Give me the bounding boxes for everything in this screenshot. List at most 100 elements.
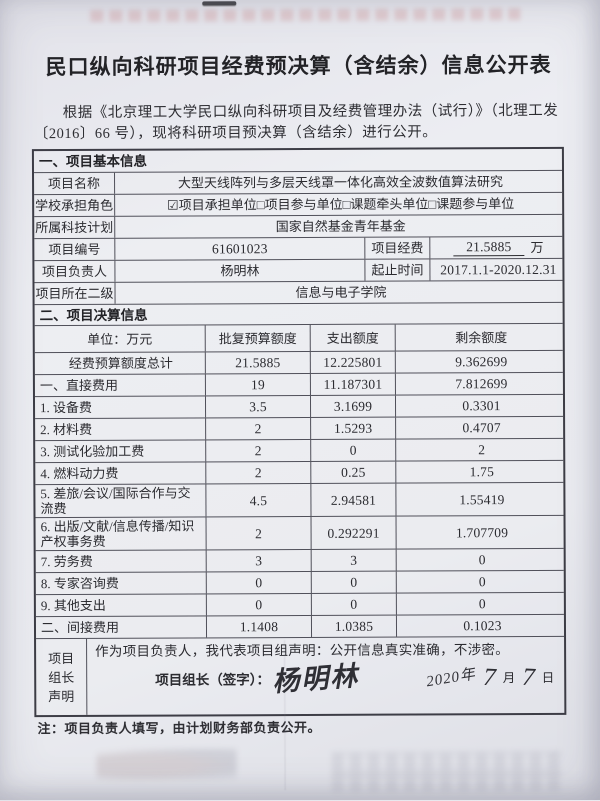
spent-value: 0 bbox=[310, 439, 396, 461]
col-header-spent: 支出额度 bbox=[309, 324, 395, 351]
row-label: 3. 测试化验加工费 bbox=[40, 443, 145, 460]
handwritten-date: 2020年 7 月 7 日 bbox=[425, 663, 554, 692]
college-label: 项目所在二级 bbox=[35, 285, 114, 302]
declaration-row: 项目 组长 声明 作为项目负责人，我代表项目组声明：公开信息真实准确，不涉密。 … bbox=[36, 635, 569, 716]
side-label-line: 项目 bbox=[48, 650, 75, 666]
remaining-value: 0 bbox=[395, 570, 568, 593]
col-header-unit: 单位：万元 bbox=[87, 331, 153, 347]
table-row: 项目编号 61601023 项目经费 21.5885 万 bbox=[34, 235, 567, 261]
approved-value: 21.5885 bbox=[204, 351, 310, 374]
row-label: 经费预算额度总计 bbox=[68, 355, 173, 372]
row-label: 2. 材料费 bbox=[40, 421, 93, 438]
spent-value: 0 bbox=[310, 593, 396, 615]
row-label: 二、间接费用 bbox=[40, 619, 120, 636]
leader-label: 项目负责人 bbox=[41, 263, 107, 280]
approved-value: 2 bbox=[205, 417, 311, 440]
program-label: 所属科技计划 bbox=[35, 219, 114, 236]
school-role-checkboxes: ☑项目承担单位□项目参与单位□课题牵头单位□课题参与单位 bbox=[114, 192, 567, 216]
row-label: 8. 专家咨询费 bbox=[40, 575, 119, 592]
ink-bleed-through-bottom-left bbox=[96, 748, 237, 783]
row-label: 6. 出版/文献/信息传播/知识产权事务费 bbox=[40, 518, 195, 550]
funding-unit: 万 bbox=[530, 239, 544, 255]
approved-value: 19 bbox=[204, 373, 310, 396]
row-label: 4. 燃料动力费 bbox=[40, 465, 119, 482]
table-row: 所属科技计划 国家自然基金青年基金 bbox=[34, 213, 567, 239]
intro-paragraph: 根据《北京理工大学民口纵向科研项目及经费管理办法（试行）》（北理工发〔2016〕… bbox=[33, 102, 559, 143]
funding-amount: 21.5885 bbox=[453, 239, 525, 257]
date-day-number: 7 bbox=[521, 663, 536, 692]
period-value: 2017.1.1-2020.12.31 bbox=[429, 258, 567, 281]
col-header-approved: 批复预算额度 bbox=[204, 324, 310, 352]
section1-title: 一、项目基本信息 bbox=[38, 153, 147, 170]
date-month-char: 月 bbox=[502, 670, 516, 685]
project-number-value: 61601023 bbox=[114, 237, 365, 260]
declaration-body: 作为项目负责人，我代表项目组声明：公开信息真实准确，不涉密。 项目组长（签字）：… bbox=[86, 636, 569, 715]
section2-header-row: 二、项目决算信息 bbox=[34, 301, 563, 326]
footnote: 注：项目负责人填写，由计划财务部负责公开。 bbox=[37, 719, 321, 737]
date-year: 2020年 bbox=[425, 665, 478, 690]
funding-value-cell: 21.5885 万 bbox=[429, 236, 567, 259]
budget-row-travel: 5. 差旅/会议/国际合作与交流费 4.5 2.94581 1.55419 bbox=[35, 481, 568, 518]
approved-value: 3.5 bbox=[204, 395, 311, 418]
declaration-statement: 作为项目负责人，我代表项目组声明：公开信息真实准确，不涉密。 bbox=[95, 642, 510, 659]
budget-row-equipment: 1. 设备费 3.5 3.1699 0.3301 bbox=[34, 393, 568, 419]
spent-value: 2.94581 bbox=[310, 483, 396, 516]
col-header-remaining: 剩余额度 bbox=[394, 323, 567, 351]
side-label-line: 组长 bbox=[48, 669, 75, 685]
approved-value: 1.1408 bbox=[205, 615, 312, 638]
spent-value: 3.1699 bbox=[309, 395, 396, 417]
budget-column-header-row: 单位：万元 批复预算额度 支出额度 剩余额度 bbox=[34, 322, 567, 353]
remaining-value: 7.812699 bbox=[394, 372, 567, 395]
project-number-label: 项目编号 bbox=[48, 241, 101, 258]
signature-line: 项目组长（签字）： 杨明林 2020年 7 月 7 日 bbox=[95, 660, 560, 696]
row-label: 5. 差旅/会议/国际合作与交流费 bbox=[40, 485, 191, 517]
budget-row-materials: 2. 材料费 2 1.5293 0.4707 bbox=[35, 415, 568, 441]
table-row: 项目负责人 杨明林 起止时间 2017.1.1-2020.12.31 bbox=[34, 257, 567, 283]
budget-row-publication: 6. 出版/文献/信息传播/知识产权事务费 2 0.292291 1.70770… bbox=[35, 514, 568, 551]
disclosure-table: 一、项目基本信息 项目名称 大型天线阵列与多层天线罩一体化高效全波数值算法研究 … bbox=[31, 146, 569, 718]
side-label-line: 声明 bbox=[48, 688, 75, 704]
spent-value: 3 bbox=[310, 549, 396, 571]
school-role-label: 学校承担角色 bbox=[35, 197, 114, 214]
remaining-value: 0 bbox=[395, 548, 568, 571]
project-name-value: 大型天线阵列与多层天线罩一体化高效全波数值算法研究 bbox=[114, 170, 567, 194]
row-label: 7. 劳务费 bbox=[40, 553, 93, 570]
budget-row-total: 经费预算额度总计 21.5885 12.225801 9.362699 bbox=[34, 349, 567, 375]
section1-header-row: 一、项目基本信息 bbox=[34, 149, 562, 172]
date-month-number: 7 bbox=[482, 663, 497, 692]
approved-value: 2 bbox=[205, 516, 311, 550]
funding-label: 项目经费 bbox=[364, 237, 430, 259]
budget-row-labor: 7. 劳务费 3 3 0 bbox=[35, 547, 568, 573]
approved-value: 4.5 bbox=[205, 483, 311, 517]
budget-row-consulting: 8. 专家咨询费 0 0 0 bbox=[35, 569, 568, 595]
college-value: 信息与电子学院 bbox=[114, 280, 567, 304]
signature-label: 项目组长（签字）： bbox=[155, 671, 271, 688]
budget-row-other: 9. 其他支出 0 0 0 bbox=[35, 591, 568, 617]
program-value: 国家自然基金青年基金 bbox=[114, 214, 567, 238]
row-label: 一、直接费用 bbox=[39, 377, 118, 394]
budget-row-indirect: 二、间接费用 1.1408 1.0385 0.1023 bbox=[35, 613, 569, 639]
project-name-label: 项目名称 bbox=[48, 175, 101, 192]
remaining-value: 0.1023 bbox=[395, 614, 569, 637]
ink-bleed-through-top bbox=[90, 8, 521, 22]
remaining-value: 1.55419 bbox=[395, 482, 568, 516]
remaining-value: 2 bbox=[395, 438, 568, 461]
spent-value: 1.0385 bbox=[310, 615, 397, 637]
table-row: 项目所在二级 信息与电子学院 bbox=[34, 279, 567, 305]
leader-value: 杨明林 bbox=[114, 259, 365, 282]
budget-row-testing: 3. 测试化验加工费 2 0 2 bbox=[35, 437, 568, 463]
remaining-value: 1.75 bbox=[395, 460, 568, 483]
approved-value: 2 bbox=[205, 461, 311, 484]
row-label: 1. 设备费 bbox=[39, 399, 93, 416]
spent-value: 12.225801 bbox=[309, 351, 395, 373]
remaining-value: 1.707709 bbox=[395, 515, 568, 549]
period-label: 起止时间 bbox=[364, 259, 430, 281]
approved-value: 0 bbox=[205, 571, 311, 594]
spent-value: 0.25 bbox=[310, 461, 396, 483]
spent-value: 11.187301 bbox=[309, 373, 395, 395]
section2-title: 二、项目决算信息 bbox=[39, 307, 148, 323]
remaining-value: 0.4707 bbox=[395, 416, 568, 439]
table-row: 学校承担角色 ☑项目承担单位□项目参与单位□课题牵头单位□课题参与单位 bbox=[34, 191, 567, 217]
spent-value: 1.5293 bbox=[310, 417, 396, 439]
remaining-value: 0 bbox=[395, 592, 568, 615]
